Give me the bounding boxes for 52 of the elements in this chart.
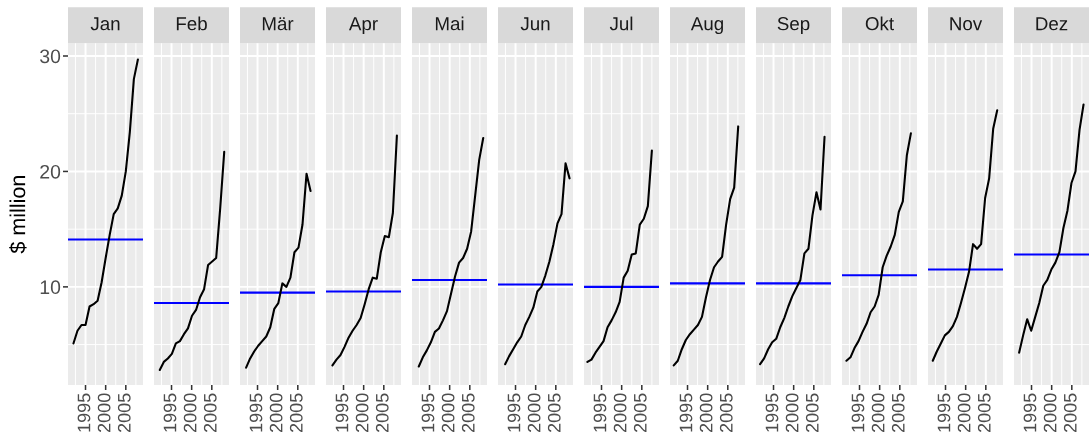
y-tick-label: 30 <box>40 49 61 64</box>
x-tick-label: 2005 <box>289 393 303 433</box>
x-tick-label: 2000 <box>269 393 283 433</box>
x-tick-label: 1995 <box>77 393 91 432</box>
chart-title: Mai <box>435 16 464 31</box>
x-tick-label: 1995 <box>593 393 607 432</box>
chart-title: Feb <box>176 16 207 31</box>
x-tick-label: 2005 <box>805 393 819 433</box>
chart-title: Sep <box>777 17 810 35</box>
chart-title: Jun <box>520 17 550 31</box>
x-tick-label: 2005 <box>719 393 733 433</box>
x-tick-label: 1995 <box>679 393 693 432</box>
x-tick-label: 2005 <box>891 393 905 433</box>
x-tick-label: 2000 <box>957 393 971 433</box>
x-tick-label: 1995 <box>765 393 779 432</box>
x-tick-label: 1995 <box>335 393 349 432</box>
x-tick-label: 2000 <box>355 393 369 433</box>
x-tick-label: 2005 <box>977 393 991 433</box>
x-tick-label: 1995 <box>1023 393 1037 432</box>
y-tick-label: 20 <box>40 164 61 179</box>
x-tick-label: 1995 <box>421 393 435 432</box>
chart-title: Nov <box>950 17 983 31</box>
x-tick-label: 2000 <box>699 393 713 433</box>
x-tick-label: 2000 <box>1043 393 1057 433</box>
x-tick-label: 2000 <box>613 393 627 433</box>
chart-title: Dez <box>1036 17 1068 31</box>
x-tick-label: 2000 <box>441 393 455 433</box>
x-tick-label: 2000 <box>785 393 799 433</box>
x-tick-label: 2005 <box>375 393 389 433</box>
x-tick-label: 2000 <box>527 393 541 433</box>
x-tick-label: 2005 <box>461 393 475 433</box>
x-tick-label: 1995 <box>163 393 177 432</box>
y-axis-title: $ million <box>9 176 27 254</box>
chart-title: Okt <box>865 16 894 31</box>
chart-title: Aug <box>690 17 723 35</box>
chart-title: Jul <box>609 16 633 31</box>
chart-title: Jan <box>90 17 120 31</box>
x-tick-label: 2005 <box>633 393 647 433</box>
x-tick-label: 2005 <box>1063 393 1077 433</box>
chart-title: Mär <box>262 17 294 31</box>
chart-title: Apr <box>348 17 378 35</box>
x-tick-label: 2005 <box>203 393 217 433</box>
x-tick-label: 1995 <box>507 393 521 432</box>
x-tick-label: 1995 <box>851 393 865 432</box>
x-tick-label: 2000 <box>183 393 197 433</box>
x-tick-label: 2000 <box>871 393 885 433</box>
x-tick-label: 2000 <box>97 393 111 433</box>
x-tick-label: 1995 <box>937 393 951 432</box>
x-tick-label: 2005 <box>547 393 561 433</box>
x-tick-label: 2005 <box>117 393 131 433</box>
x-tick-label: 1995 <box>249 393 263 432</box>
y-tick-label: 10 <box>40 280 61 295</box>
